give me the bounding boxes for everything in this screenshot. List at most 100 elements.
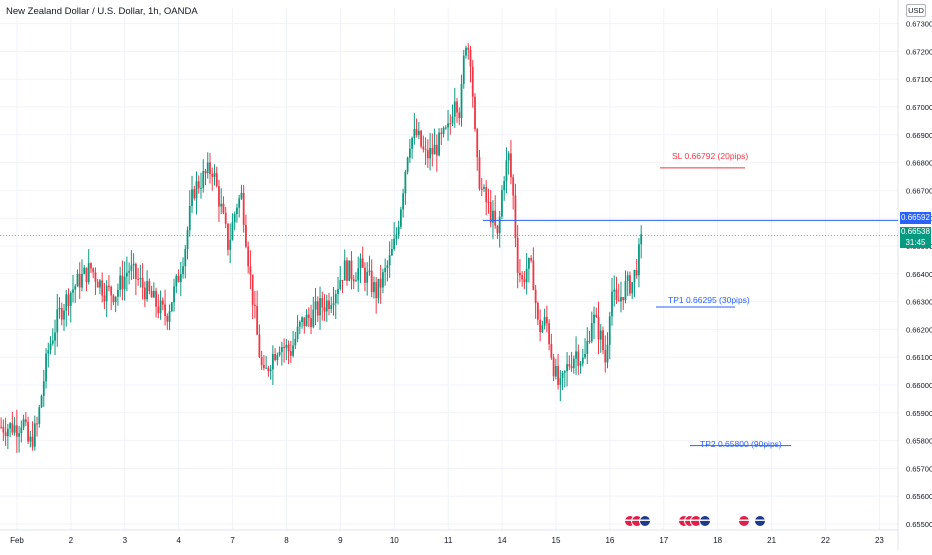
x-tick-label: 3 [123,536,128,545]
candle-body [510,153,512,178]
candle-body [143,287,146,300]
candle-body [375,282,378,299]
candle-body [559,378,562,385]
candle-body [170,302,173,312]
candle-body [586,341,589,354]
candle-body [433,144,436,155]
candle-body [18,433,20,437]
candle-body [164,304,166,317]
candle-body [487,201,490,203]
candle-body [341,280,344,282]
candle-body [130,265,133,271]
candle-body [476,129,479,158]
candle-body [330,305,333,310]
take-profit-1-label[interactable]: TP1 0.66295 (30pips) [668,295,750,305]
candle-body [157,306,160,314]
candle-body [54,332,56,341]
candle-body [29,436,32,442]
x-tick-label: 2 [69,536,74,545]
candle-body [355,280,357,282]
candle-body [566,364,568,372]
y-tick-label: 0.65600 [906,492,932,501]
y-tick-label: 0.67100 [906,75,932,84]
candle-body [399,209,402,227]
flag-stripe [685,519,695,521]
candle-body [352,279,355,282]
candle-body [350,260,353,280]
candle-body [334,293,337,304]
candle-body [608,316,611,345]
candle-body [519,272,521,276]
candle-body [15,425,18,437]
candle-body [449,123,452,125]
candle-body [42,381,45,397]
bar-countdown: 31:45 [905,237,926,247]
candle-body [285,344,288,348]
candle-body [626,275,629,282]
candle-body [197,181,200,189]
candle-body [22,419,25,428]
candle-body [146,281,149,300]
candle-body [417,130,420,136]
candle-body [123,276,126,290]
candle-body [117,289,119,297]
candle-body [9,423,12,429]
candle-body [125,272,128,277]
candle-body [440,132,443,134]
x-tick-label: 4 [176,536,181,545]
candle-body [496,225,499,234]
candle-body [303,317,306,327]
x-tick-label: 17 [659,536,668,545]
nz-flag-icon[interactable] [754,515,766,527]
candle-body [599,330,602,340]
nz-flag-icon[interactable] [639,515,651,527]
candle-body [485,187,488,202]
candle-body [579,363,582,366]
candle-body [577,351,580,366]
candle-body [530,258,533,261]
candle-body [220,203,223,207]
currency-label[interactable]: USD [906,4,926,17]
candle-body [316,301,319,316]
candle-body [139,277,142,280]
candle-body [175,275,178,287]
candle-body [65,294,68,311]
nz-flag-icon[interactable] [699,515,711,527]
candle-body [426,150,429,159]
candle-body [92,268,95,273]
candle-body [166,316,169,322]
candle-body [200,188,202,190]
candle-body [193,189,196,199]
candle-body [593,314,595,324]
candle-body [227,223,229,250]
candle-body [13,425,16,433]
take-profit-2-label[interactable]: TP2 0.65800 (90pips) [700,439,782,449]
candle-body [72,289,74,293]
candle-body [523,279,526,283]
candle-body [168,311,171,322]
candle-body [536,302,539,320]
candle-body [76,273,79,287]
candle-body [397,226,400,235]
x-tick-label: 7 [230,536,235,545]
stop-loss-label[interactable]: SL 0.66792 (20pips) [672,151,749,161]
candle-body [251,274,254,305]
candle-body [460,83,463,119]
candle-body [442,127,445,134]
candle-body [148,281,151,292]
y-tick-label: 0.65700 [906,464,932,473]
candle-body [550,344,553,358]
us-flag-icon[interactable] [738,515,750,527]
candle-body [87,263,90,283]
candle-body [469,49,472,67]
y-tick-label: 0.66400 [906,270,932,279]
y-tick-label: 0.66900 [906,131,932,140]
candle-body [33,423,36,447]
candle-body [406,157,409,172]
candle-body [483,187,485,189]
candle-body [81,273,83,288]
last-price-badge: 0.66538 31:45 [900,227,931,248]
candle-body [211,174,214,177]
